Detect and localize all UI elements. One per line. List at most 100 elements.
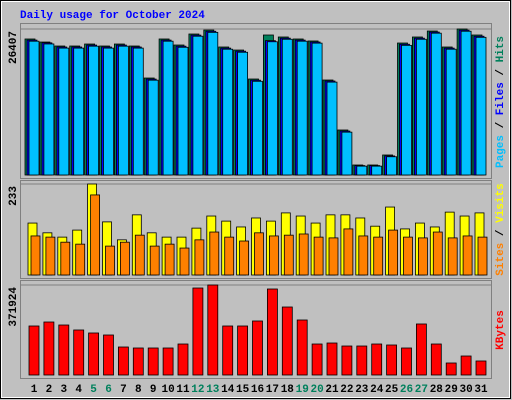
bar — [207, 31, 219, 176]
bar — [341, 131, 353, 176]
bar — [268, 235, 279, 276]
x-tick-label: 28 — [430, 384, 444, 396]
bar — [162, 40, 174, 176]
legend-entry: Pages — [495, 135, 507, 168]
bar — [73, 329, 85, 376]
x-tick-label: 13 — [206, 384, 220, 396]
bar — [28, 325, 40, 376]
x-tick-label: 12 — [191, 384, 204, 396]
bar — [239, 240, 250, 276]
bar — [177, 343, 189, 376]
bar — [445, 362, 457, 376]
bar — [209, 231, 220, 276]
bar — [311, 42, 323, 176]
x-tick-label: 11 — [176, 384, 190, 396]
bar — [401, 44, 412, 176]
bar — [415, 38, 427, 176]
bar — [252, 80, 263, 176]
bar — [388, 229, 399, 276]
bar — [118, 45, 129, 176]
bar — [386, 344, 398, 376]
bar — [222, 325, 234, 376]
x-tick-label: 30 — [459, 384, 472, 396]
x-tick-label: 5 — [90, 384, 97, 396]
bar — [28, 40, 40, 176]
bar — [237, 325, 249, 376]
legend-separator: / — [495, 223, 507, 243]
bar — [43, 321, 55, 376]
bar — [134, 234, 145, 276]
y-tick-label: 233 — [8, 186, 20, 206]
bar — [132, 347, 144, 376]
bar — [58, 47, 70, 176]
bar — [105, 245, 115, 276]
bar — [432, 231, 443, 276]
x-tick-label: 23 — [355, 384, 369, 396]
x-tick-label: 8 — [135, 384, 142, 396]
bar — [222, 48, 234, 176]
bar — [298, 233, 309, 276]
bar — [358, 235, 369, 276]
bar — [281, 38, 293, 176]
bar — [447, 237, 458, 276]
bar — [371, 343, 383, 376]
bar — [326, 342, 338, 376]
x-tick-label: 1 — [31, 384, 38, 396]
bar — [356, 165, 368, 176]
bar — [266, 41, 278, 176]
bar — [296, 319, 308, 376]
legend-entry: Visits — [495, 183, 507, 223]
x-tick-label: 27 — [415, 384, 428, 396]
bar — [326, 81, 338, 176]
bar — [30, 235, 41, 276]
y-tick-label: 26407 — [8, 31, 20, 64]
bar — [90, 194, 100, 276]
bar — [237, 51, 249, 176]
bar — [460, 355, 472, 376]
bar — [430, 32, 442, 176]
x-tick-label: 4 — [75, 384, 82, 396]
x-tick-label: 7 — [120, 384, 127, 396]
bar — [88, 45, 99, 176]
x-tick-label: 6 — [105, 384, 112, 396]
bar — [283, 234, 294, 276]
bar — [475, 36, 487, 176]
bar — [415, 323, 427, 376]
bar — [179, 247, 190, 276]
bar — [445, 48, 457, 176]
bar — [252, 320, 263, 376]
legend-entry: Files — [495, 82, 507, 115]
legend: Pages / Files / Hits — [495, 36, 507, 168]
x-tick-label: 24 — [370, 384, 384, 396]
legend-entry: Sites — [495, 243, 507, 276]
bar — [147, 347, 159, 376]
x-tick-label: 15 — [236, 384, 250, 396]
chart-title: Daily usage for October 2024 — [20, 10, 205, 22]
y-tick-label: 371924 — [8, 287, 20, 327]
x-tick-label: 2 — [46, 384, 53, 396]
x-tick-label: 14 — [221, 384, 235, 396]
bar — [401, 347, 412, 376]
bar — [132, 47, 144, 176]
x-tick-label: 17 — [266, 384, 279, 396]
x-tick-label: 3 — [60, 384, 67, 396]
bar — [103, 47, 114, 176]
x-tick-label: 29 — [445, 384, 458, 396]
bar — [45, 236, 56, 276]
bar — [192, 287, 204, 376]
legend-separator: / — [495, 62, 507, 82]
bar — [103, 334, 114, 376]
bar — [192, 35, 204, 176]
x-tick-label: 31 — [474, 384, 488, 396]
bar — [430, 343, 442, 376]
bar — [177, 46, 189, 176]
bar — [149, 245, 160, 276]
bar — [341, 345, 353, 376]
x-tick-label: 20 — [310, 384, 323, 396]
x-tick-label: 16 — [251, 384, 264, 396]
bar — [88, 332, 99, 376]
bar — [462, 235, 473, 276]
